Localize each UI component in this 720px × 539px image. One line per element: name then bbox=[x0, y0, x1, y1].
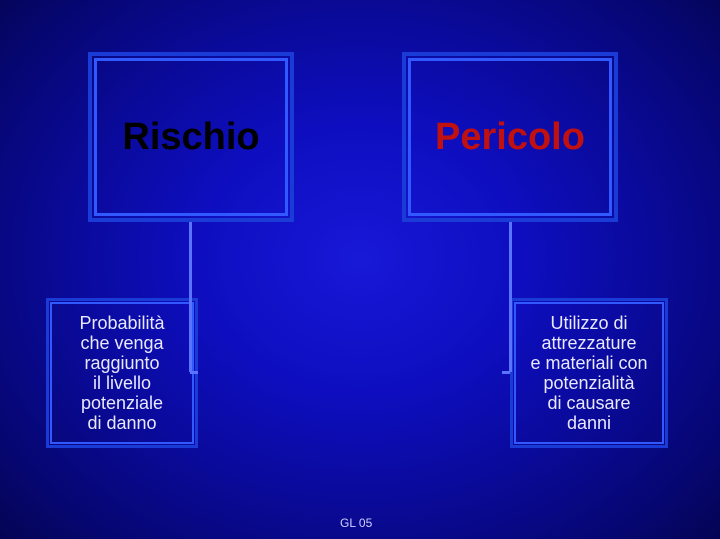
connector-right-horizontal bbox=[502, 371, 510, 374]
footer-label: GL 05 bbox=[340, 516, 372, 530]
connector-left-horizontal bbox=[190, 371, 198, 374]
box-probabilita-label: Probabilità che venga raggiunto il livel… bbox=[79, 313, 164, 434]
box-rischio: Rischio bbox=[88, 52, 294, 222]
box-utilizzo: Utilizzo di attrezzature e materiali con… bbox=[510, 298, 668, 448]
box-rischio-label: Rischio bbox=[122, 116, 259, 159]
box-pericolo-label: Pericolo bbox=[435, 116, 585, 159]
box-pericolo: Pericolo bbox=[402, 52, 618, 222]
connector-left-vertical bbox=[189, 222, 192, 372]
box-utilizzo-label: Utilizzo di attrezzature e materiali con… bbox=[530, 313, 647, 434]
box-probabilita: Probabilità che venga raggiunto il livel… bbox=[46, 298, 198, 448]
connector-right-vertical bbox=[509, 222, 512, 372]
